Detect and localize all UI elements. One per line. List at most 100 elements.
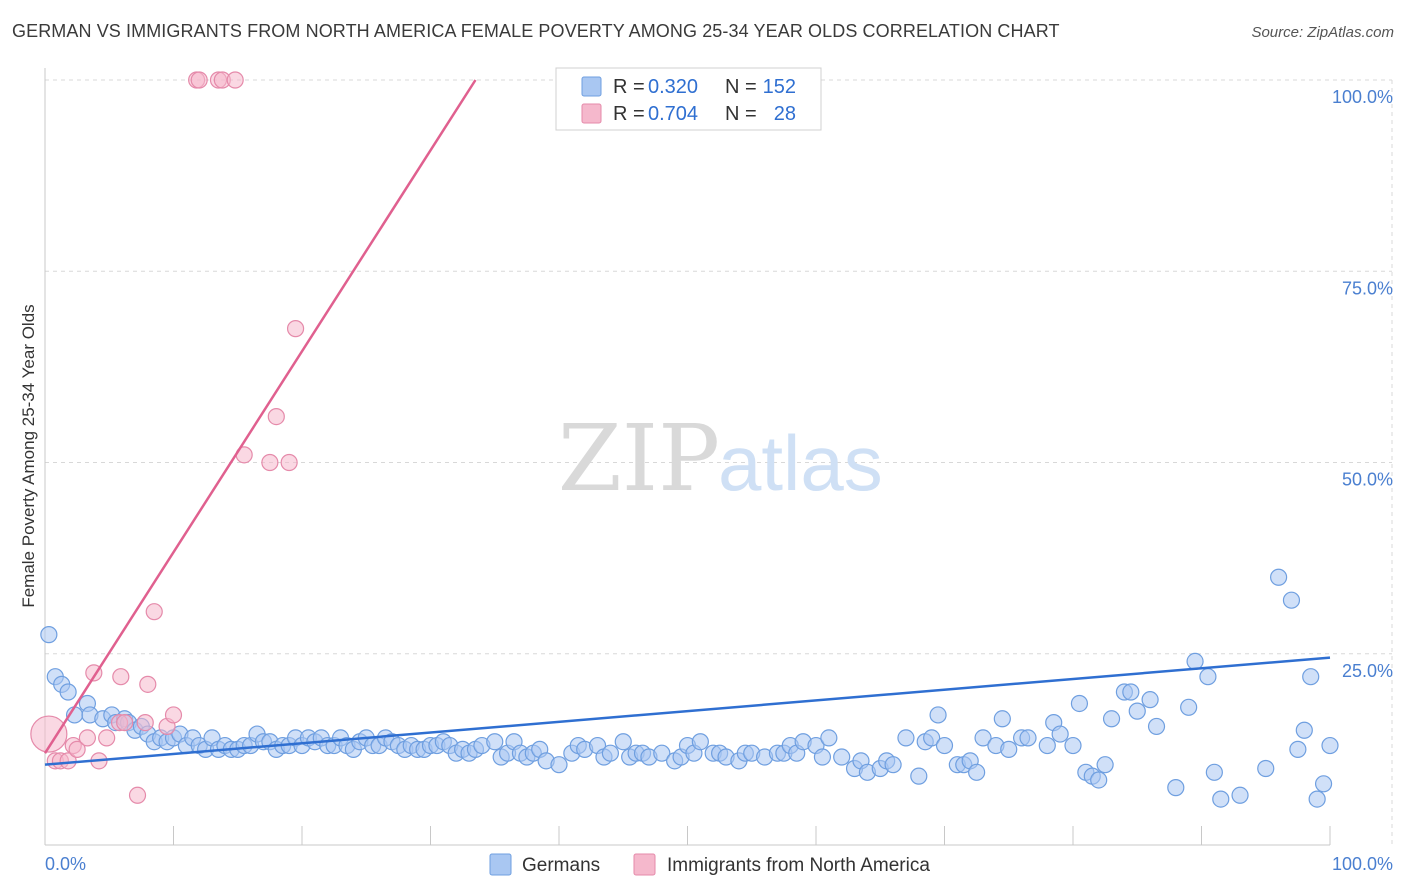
point-germans-116	[897, 729, 915, 747]
point-immigrants-12	[116, 713, 134, 732]
point-germans-135	[1064, 736, 1082, 755]
point-germans-144	[1128, 702, 1146, 720]
point-germans-67	[486, 733, 504, 751]
point-germans-153	[1231, 786, 1249, 804]
point-immigrants-6	[78, 729, 97, 747]
chart-title: GERMAN VS IMMIGRANTS FROM NORTH AMERICA …	[12, 21, 1060, 41]
y-axis-label: Female Poverty Among 25-34 Year Olds	[19, 304, 38, 607]
point-germans-141	[1102, 710, 1121, 728]
point-germans-149	[1186, 652, 1204, 671]
point-immigrants-15	[139, 675, 157, 693]
point-immigrants-11	[112, 668, 130, 686]
point-immigrants-27	[280, 453, 298, 472]
bottom-legend-germans: Germans	[522, 855, 600, 876]
y-tick-label-2: 75.0%	[1342, 278, 1393, 298]
point-germans-93	[691, 733, 709, 751]
point-germans-128	[993, 710, 1011, 728]
point-immigrants-13	[128, 786, 147, 804]
point-germans-152	[1212, 790, 1230, 808]
axes	[44, 68, 1331, 846]
point-germans-119	[923, 729, 941, 747]
point-germans-107	[813, 748, 832, 766]
y-tick-labels: 25.0% 50.0% 75.0% 100.0%	[1332, 87, 1393, 681]
point-germans-129	[1000, 740, 1018, 758]
trendline-immigrants	[43, 79, 477, 754]
point-immigrants-20	[190, 71, 208, 89]
trendlines	[43, 79, 1331, 766]
point-germans-157	[1289, 740, 1307, 758]
point-germans-155	[1269, 568, 1288, 586]
point-germans-158	[1295, 721, 1313, 739]
point-germans-145	[1141, 691, 1159, 709]
legend-n-value-2: 28	[774, 103, 796, 125]
point-germans-132	[1038, 736, 1056, 755]
source-label: Source: ZipAtlas.com	[1251, 24, 1394, 41]
bottom-legend-swatch-germans	[489, 853, 512, 876]
legend-r-value-1: 0.320	[648, 76, 698, 98]
point-germans-150	[1199, 668, 1217, 686]
point-germans-156	[1282, 591, 1301, 609]
point-immigrants-9	[98, 729, 116, 747]
point-germans-115	[884, 756, 902, 774]
x-tick-label-0: 0.0%	[45, 854, 86, 874]
point-germans-120	[929, 706, 947, 724]
point-germans-154	[1257, 759, 1275, 778]
watermark-atlas: atlas	[718, 419, 883, 507]
point-germans-131	[1019, 729, 1037, 747]
trendline-germans	[44, 656, 1331, 766]
point-germans-140	[1096, 756, 1114, 774]
bottom-legend-immigrants: Immigrants from North America	[667, 855, 930, 876]
point-germans-151	[1205, 763, 1223, 781]
point-germans-136	[1070, 694, 1089, 713]
point-germans-160	[1308, 790, 1326, 808]
point-immigrants-28	[286, 320, 305, 338]
point-germans-125	[968, 763, 986, 781]
legend-n-label-2: N =	[725, 103, 757, 125]
legend-swatch-germans	[581, 76, 602, 97]
legend-swatch-immigrants	[581, 103, 602, 124]
point-germans-82	[601, 744, 620, 762]
y-tick-label-3: 100.0%	[1332, 87, 1393, 107]
point-germans-117	[910, 767, 928, 785]
bottom-legend-swatch-immigrants	[633, 853, 656, 876]
x-tick-label-1: 100.0%	[1332, 854, 1393, 874]
legend-n-value-1: 152	[763, 76, 796, 98]
point-immigrants-14	[136, 713, 154, 732]
point-immigrants-25	[261, 453, 279, 472]
point-germans-148	[1180, 698, 1198, 716]
legend-r-value-2: 0.704	[648, 103, 698, 125]
point-immigrants-16	[145, 603, 163, 621]
point-germans-88	[653, 744, 671, 762]
series-germans	[40, 568, 1339, 808]
point-germans-3	[59, 683, 77, 701]
point-immigrants-18	[164, 706, 183, 724]
y-tick-label-0: 25.0%	[1342, 661, 1393, 681]
legend: R = 0.320 N = 152 R = 0.704 N = 28	[555, 67, 822, 131]
point-germans-146	[1147, 717, 1166, 736]
point-germans-159	[1302, 668, 1320, 686]
point-immigrants-5	[68, 740, 86, 758]
point-germans-121	[935, 736, 954, 755]
point-germans-147	[1167, 779, 1185, 797]
point-immigrants-26	[267, 408, 285, 426]
point-germans-108	[820, 729, 838, 747]
point-germans-76	[550, 756, 568, 774]
point-germans-162	[1321, 736, 1339, 755]
legend-n-label-1: N =	[725, 76, 757, 98]
point-germans-126	[974, 729, 992, 747]
x-tick-labels: 0.0% 100.0%	[45, 854, 1393, 874]
point-immigrants-23	[226, 71, 244, 89]
point-germans-139	[1090, 771, 1108, 789]
point-germans-109	[833, 748, 851, 766]
point-immigrants-0	[30, 715, 68, 753]
point-germans-83	[614, 733, 632, 751]
legend-r-label-2: R =	[613, 103, 645, 125]
watermark-zip: ZIP	[558, 405, 720, 512]
point-germans-134	[1051, 725, 1069, 743]
bottom-legend: Germans Immigrants from North America	[489, 853, 930, 876]
point-germans-0	[40, 626, 58, 644]
point-germans-161	[1314, 775, 1333, 793]
point-germans-143	[1122, 683, 1140, 701]
y-tick-label-1: 50.0%	[1342, 470, 1393, 490]
